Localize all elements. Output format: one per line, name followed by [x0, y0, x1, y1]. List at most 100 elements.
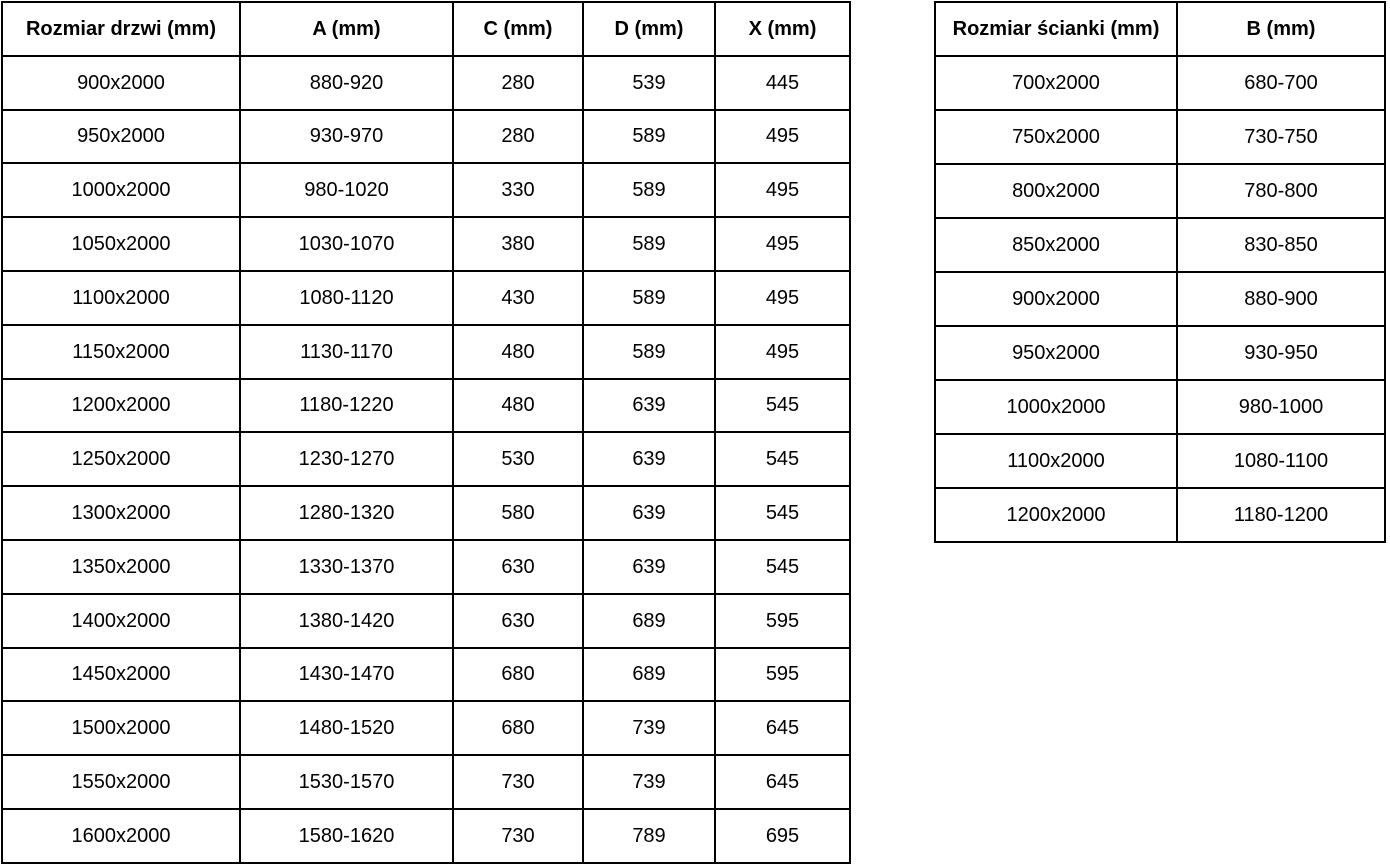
table-cell: 750x2000 — [934, 109, 1178, 165]
table-cell: 589 — [582, 108, 716, 165]
column-header-x-mm: X (mm) — [714, 1, 851, 57]
table-cell: 1150x2000 — [1, 323, 241, 380]
table-cell: 1180-1220 — [239, 377, 454, 434]
table-cell: 830-850 — [1176, 217, 1386, 273]
table-cell: 589 — [582, 269, 716, 326]
table-row: 750x2000 730-750 — [934, 109, 1386, 165]
table-row: 1350x2000 1330-1370 630 639 545 — [1, 538, 851, 595]
table-cell: 545 — [714, 485, 851, 541]
table-cell: 639 — [582, 538, 716, 595]
table-cell: 639 — [582, 485, 716, 541]
table-cell: 530 — [452, 431, 584, 488]
table-cell: 545 — [714, 377, 851, 434]
table-cell: 1000x2000 — [1, 162, 241, 219]
door-table-header-row: Rozmiar drzwi (mm) A (mm) C (mm) D (mm) … — [1, 1, 851, 57]
table-row: 1300x2000 1280-1320 580 639 545 — [1, 485, 851, 541]
table-cell: 1080-1120 — [239, 269, 454, 326]
table-cell: 595 — [714, 646, 851, 703]
table-row: 1500x2000 1480-1520 680 739 645 — [1, 700, 851, 757]
table-cell: 645 — [714, 754, 851, 810]
table-cell: 850x2000 — [934, 217, 1178, 273]
table-cell: 930-970 — [239, 108, 454, 165]
table-cell: 730 — [452, 754, 584, 810]
table-cell: 589 — [582, 162, 716, 219]
table-cell: 545 — [714, 538, 851, 595]
table-cell: 1250x2000 — [1, 431, 241, 488]
table-cell: 730-750 — [1176, 109, 1386, 165]
table-cell: 1580-1620 — [239, 807, 454, 864]
table-cell: 580 — [452, 485, 584, 541]
table-cell: 495 — [714, 108, 851, 165]
table-cell: 880-920 — [239, 54, 454, 111]
table-cell: 1100x2000 — [1, 269, 241, 326]
table-row: 1600x2000 1580-1620 730 789 695 — [1, 807, 851, 864]
table-cell: 639 — [582, 377, 716, 434]
table-cell: 1130-1170 — [239, 323, 454, 380]
table-cell: 539 — [582, 54, 716, 111]
table-cell: 689 — [582, 592, 716, 649]
wall-table-body: 700x2000 680-700 750x2000 730-750 800x2000 78… — [934, 55, 1386, 543]
table-row: 1050x2000 1030-1070 380 589 495 — [1, 216, 851, 272]
table-cell: 700x2000 — [934, 55, 1178, 111]
table-cell: 430 — [452, 269, 584, 326]
table-cell: 1450x2000 — [1, 646, 241, 703]
column-header-d-mm: D (mm) — [582, 1, 716, 57]
table-cell: 1480-1520 — [239, 700, 454, 757]
table-cell: 1430-1470 — [239, 646, 454, 703]
table-cell: 280 — [452, 54, 584, 111]
table-cell: 480 — [452, 323, 584, 380]
table-cell: 880-900 — [1176, 271, 1386, 327]
table-cell: 689 — [582, 646, 716, 703]
table-cell: 639 — [582, 431, 716, 488]
column-header-a-mm: A (mm) — [239, 1, 454, 57]
column-header-rozmiar-scianki: Rozmiar ścianki (mm) — [934, 1, 1178, 57]
table-cell: 1300x2000 — [1, 485, 241, 541]
wall-panel-size-table: Rozmiar ścianki (mm) B (mm) 700x2000 680-… — [934, 1, 1386, 543]
table-cell: 730 — [452, 807, 584, 864]
table-cell: 1200x2000 — [934, 487, 1178, 543]
table-row: 1200x2000 1180-1220 480 639 545 — [1, 377, 851, 434]
table-cell: 695 — [714, 807, 851, 864]
table-cell: 800x2000 — [934, 163, 1178, 219]
column-header-rozmiar-drzwi: Rozmiar drzwi (mm) — [1, 1, 241, 57]
table-cell: 495 — [714, 269, 851, 326]
table-cell: 739 — [582, 700, 716, 757]
table-row: 1550x2000 1530-1570 730 739 645 — [1, 754, 851, 810]
table-row: 1450x2000 1430-1470 680 689 595 — [1, 646, 851, 703]
table-cell: 1330-1370 — [239, 538, 454, 595]
door-table-body: 900x2000 880-920 280 539 445 950x2000 930-970 2… — [1, 54, 851, 864]
table-cell: 1080-1100 — [1176, 433, 1386, 489]
table-cell: 645 — [714, 700, 851, 757]
table-row: 1100x2000 1080-1120 430 589 495 — [1, 269, 851, 326]
table-cell: 280 — [452, 108, 584, 165]
table-cell: 380 — [452, 216, 584, 272]
table-cell: 980-1020 — [239, 162, 454, 219]
table-cell: 445 — [714, 54, 851, 111]
table-cell: 789 — [582, 807, 716, 864]
table-row: 900x2000 880-920 280 539 445 — [1, 54, 851, 111]
table-cell: 680 — [452, 646, 584, 703]
table-row: 950x2000 930-970 280 589 495 — [1, 108, 851, 165]
table-cell: 980-1000 — [1176, 379, 1386, 435]
table-cell: 630 — [452, 592, 584, 649]
table-cell: 589 — [582, 323, 716, 380]
table-cell: 900x2000 — [1, 54, 241, 111]
table-cell: 480 — [452, 377, 584, 434]
table-row: 800x2000 780-800 — [934, 163, 1386, 219]
table-cell: 1180-1200 — [1176, 487, 1386, 543]
column-header-c-mm: C (mm) — [452, 1, 584, 57]
table-row: 950x2000 930-950 — [934, 325, 1386, 381]
table-cell: 1600x2000 — [1, 807, 241, 864]
table-cell: 1530-1570 — [239, 754, 454, 810]
table-row: 700x2000 680-700 — [934, 55, 1386, 111]
column-header-b-mm: B (mm) — [1176, 1, 1386, 57]
table-cell: 1380-1420 — [239, 592, 454, 649]
table-cell: 495 — [714, 323, 851, 380]
wall-table-header-row: Rozmiar ścianki (mm) B (mm) — [934, 1, 1386, 57]
table-cell: 680-700 — [1176, 55, 1386, 111]
table-cell: 1350x2000 — [1, 538, 241, 595]
table-cell: 495 — [714, 162, 851, 219]
door-size-table: Rozmiar drzwi (mm) A (mm) C (mm) D (mm) … — [1, 1, 851, 864]
table-row: 1250x2000 1230-1270 530 639 545 — [1, 431, 851, 488]
